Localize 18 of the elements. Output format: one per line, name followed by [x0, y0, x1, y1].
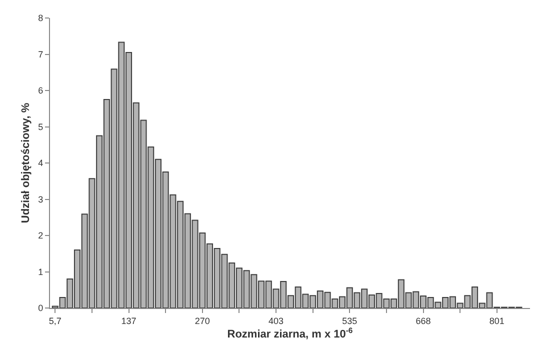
y-tick-label: 7: [38, 49, 44, 60]
y-tick-label: 1: [38, 266, 44, 277]
y-axis-title: Udział objętościowy, %: [20, 102, 32, 224]
x-tick-label: 801: [489, 316, 504, 326]
y-tick-label: 4: [38, 158, 44, 168]
x-axis-title: Rozmiar ziarna, m x 10$^{-6}$: [227, 326, 353, 340]
x-tick-label: 403: [268, 316, 284, 326]
y-tick-label: 6: [38, 86, 44, 96]
y-tick-label: 5: [38, 122, 44, 132]
y-tick-label: 8: [38, 13, 44, 24]
y-tick-label: 3: [38, 194, 44, 204]
y-tick-label: 0: [38, 303, 44, 314]
x-tick-label: 535: [342, 316, 358, 326]
y-tick-label: 2: [38, 230, 44, 241]
x-tick-label: 270: [194, 316, 210, 326]
x-tick-label: 5,7: [48, 316, 62, 326]
x-tick-label: 137: [121, 316, 136, 326]
x-tick-label: 668: [416, 316, 431, 326]
